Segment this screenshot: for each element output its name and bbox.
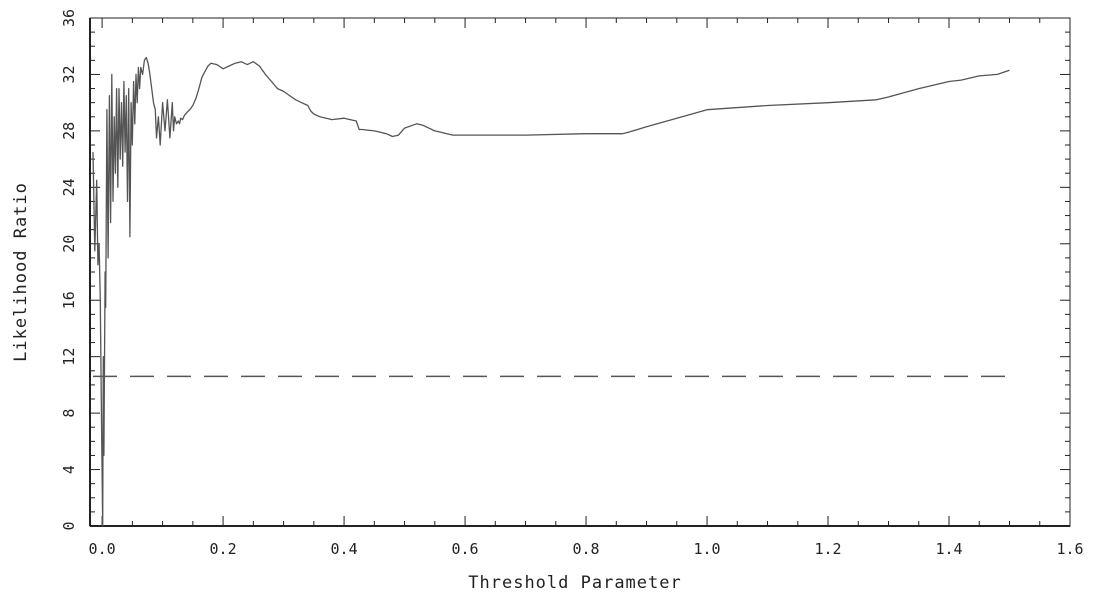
y-tick-label: 32 xyxy=(60,65,78,83)
plot-border xyxy=(89,17,1071,527)
y-tick-label: 20 xyxy=(60,235,78,253)
y-axis-title: Likelihood Ratio xyxy=(11,182,31,362)
y-tick-label: 16 xyxy=(60,291,78,309)
likelihood-ratio-line xyxy=(92,56,1010,527)
axis-ticks xyxy=(90,17,1071,527)
series-layer xyxy=(92,56,1010,527)
x-tick-label: 0.0 xyxy=(89,540,116,558)
y-tick-label: 24 xyxy=(60,178,78,196)
x-tick-label: 1.0 xyxy=(693,540,720,558)
x-tick-label: 0.2 xyxy=(210,540,237,558)
y-tick-label: 12 xyxy=(60,348,78,366)
x-tick-label: 1.2 xyxy=(814,540,841,558)
plot-frame xyxy=(89,17,1071,527)
x-tick-label: 1.4 xyxy=(935,540,962,558)
x-tick-label: 1.6 xyxy=(1056,540,1083,558)
x-tick-label: 0.8 xyxy=(573,540,600,558)
tick-labels: 0.0 0.2 0.4 0.6 0.8 1.0 1.2 1.4 1.6 0 4 8 12 16 20 24 28… xyxy=(60,9,1084,558)
x-tick-label: 0.6 xyxy=(452,540,479,558)
y-tick-label: 0 xyxy=(60,521,78,530)
y-tick-label: 28 xyxy=(60,122,78,140)
y-tick-label: 36 xyxy=(60,9,78,27)
x-tick-label: 0.4 xyxy=(331,540,358,558)
y-tick-label: 4 xyxy=(60,465,78,474)
x-axis-title: Threshold Parameter xyxy=(468,573,681,593)
y-tick-label: 8 xyxy=(60,409,78,418)
